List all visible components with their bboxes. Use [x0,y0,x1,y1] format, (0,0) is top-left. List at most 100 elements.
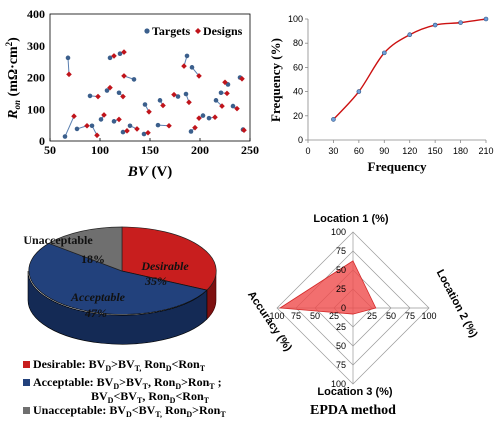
freq-point [381,50,387,56]
design-point [219,103,225,109]
design-point [116,116,122,123]
target-point [213,98,219,103]
design-point [94,132,100,139]
freq-point [407,32,413,38]
design-point [224,90,230,97]
scatter-y-tick-label: 300 [27,39,45,53]
radar-axis-label-location2: Location 2 (%) [434,268,480,340]
radar-tick-accuracy: 25 [329,311,339,321]
target-point [107,55,113,61]
scatter-x-tick-label: 100 [91,143,109,157]
legend-targets-marker [144,28,150,34]
freq-y-tick-label: 40 [293,87,303,97]
radar-tick-location3: 100 [331,379,346,389]
target-point [200,113,206,118]
radar-title: EPDA method [310,403,396,418]
target-point [62,134,68,139]
scatter-legend: Targets Designs [144,24,243,38]
target-point [120,129,126,135]
freq-y-tick-label: 60 [293,62,303,72]
radar-tick-accuracy: 75 [291,311,301,321]
scatter-x-ticks: 50 100 150 200 250 [44,138,259,157]
target-point [189,65,195,70]
radar-tick-location3: 25 [336,322,346,332]
freq-x-tick-label: 120 [402,146,417,156]
pie-label-acceptable: Acceptable [70,290,126,304]
design-point [121,49,127,55]
design-point [121,73,127,79]
radar-tick-location3: 75 [336,360,346,370]
legend-targets-label: Targets [152,24,191,38]
target-point [157,98,163,103]
target-point [111,119,117,124]
design-point [66,71,72,78]
radar-value-polygon [278,260,377,315]
pie-pct-unacceptable: 18% [81,252,105,266]
design-point [222,79,228,86]
target-point [104,88,110,93]
design-point [160,102,166,109]
pie-legend-swatch-unacceptable [23,407,30,414]
target-point [206,115,212,121]
freq-x-tick-label: 0 [305,146,310,156]
radar-tick-location2: 25 [367,311,377,321]
pie-label-unacceptable: Unacceptable [23,233,93,247]
freq-x-ticks: 0 30 60 90 120 150 180 210 [305,140,494,156]
target-point [98,117,104,122]
frequency-line-chart: 0 20 40 60 80 100 0 30 60 90 120 150 180 210 Frequen… [268,14,494,174]
freq-y-tick-label: 20 [293,111,303,121]
scatter-x-axis-label: BV (V) [127,164,173,180]
pie-legend-unacceptable: Unacceptable: BVD<BVT, RonD>RonT [33,403,226,419]
radar-tick-location2: 75 [405,311,415,321]
freq-point [458,20,463,25]
design-point [186,99,192,106]
freq-x-tick-label: 180 [453,146,468,156]
target-point [184,53,190,59]
target-point [155,122,161,128]
freq-point [432,22,438,28]
radar-axis-label-location1: Location 1 (%) [313,213,389,225]
freq-point [483,16,489,22]
radar-tick-location1: 50 [336,265,346,275]
freq-x-tick-label: 60 [354,146,364,156]
pie-legend-swatch-desirable [23,361,30,368]
freq-x-tick-label: 210 [478,146,493,156]
freq-y-tick-label: 80 [293,38,303,48]
design-point [71,113,77,120]
freq-point [356,89,362,94]
freq-x-tick-label: 90 [379,146,389,156]
scatter-y-axis-label: Ron (mΩ·cm2) [4,37,22,120]
radar-tick-location1: 25 [336,284,346,294]
target-point [116,90,122,96]
design-point [166,122,172,129]
design-point [101,112,107,118]
scatter-y-ticks: 0 100 200 300 400 [27,7,45,148]
radar-tick-accuracy: 50 [310,311,320,321]
freq-y-tick-label: 0 [298,135,303,145]
design-point [111,53,117,59]
design-point [196,115,202,121]
radar-tick-accuracy: 100 [269,311,284,321]
design-point [95,93,101,100]
scatter-y-tick-label: 400 [27,7,45,21]
design-point [239,75,245,82]
scatter-points [62,49,247,139]
freq-x-axis-label: Frequency [368,159,427,174]
freq-y-ticks: 0 20 40 60 80 100 [288,14,308,145]
pie-legend: Desirable: BVD>BVT, RonD<RonT Acceptable… [23,357,226,419]
ron-bv-scatter-chart: 0 100 200 300 400 50 100 150 200 250 Ron (mΩ·cm2… [4,7,259,180]
target-point [74,126,80,132]
freq-x-tick-label: 30 [328,146,338,156]
radar-axis-label-location3: Location 3 (%) [317,386,393,398]
scatter-y-tick-label: 100 [27,102,45,116]
target-point [87,93,93,99]
pair-link [64,116,75,137]
pie-legend-acceptable-line1: Acceptable: BVD>BVT, RonD>RonT ; [33,375,222,391]
radar-tick-location1: 75 [336,246,346,256]
design-point [120,93,126,100]
scatter-x-tick-label: 50 [44,143,56,157]
design-point [192,124,198,131]
pie-label-desirable: Desirable [140,259,189,273]
